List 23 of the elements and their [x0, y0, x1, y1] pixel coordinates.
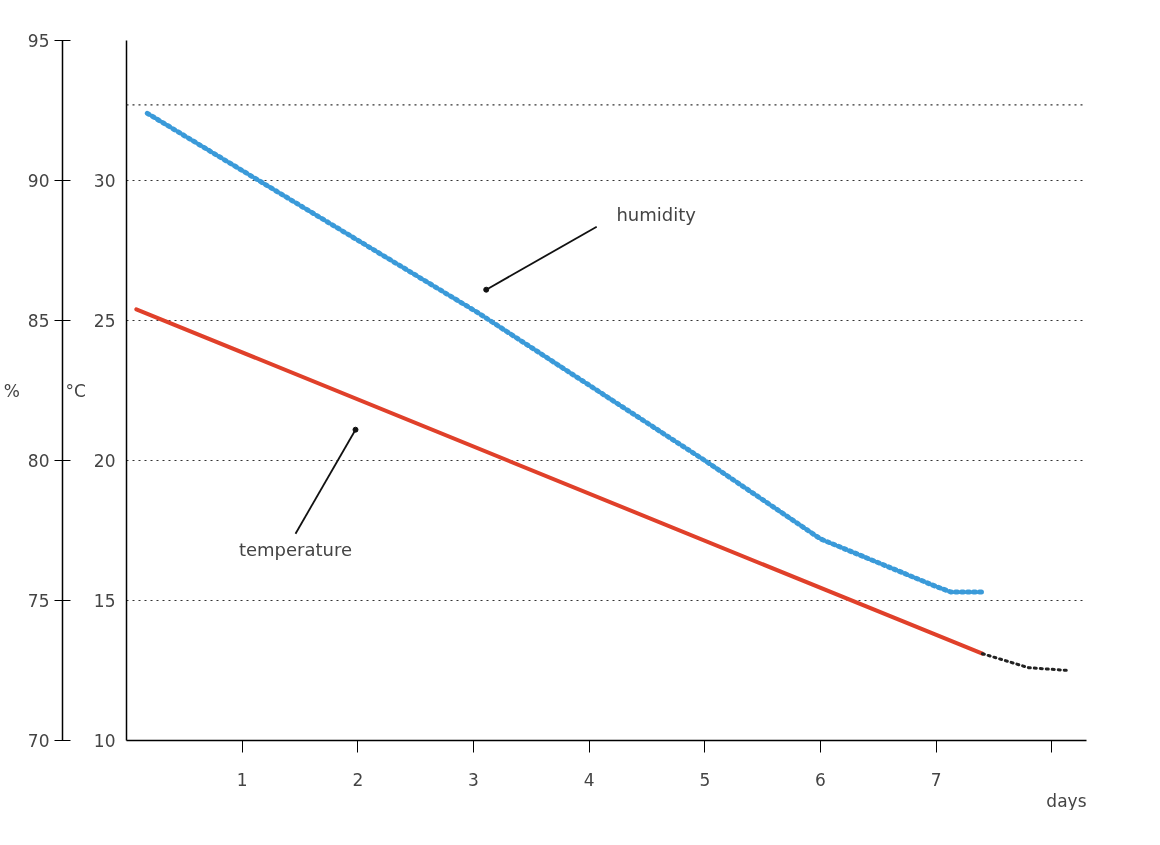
x-tick-label: 3 — [468, 769, 479, 790]
y-axis-title: % — [3, 380, 20, 401]
x-tick-label: 5 — [699, 769, 711, 790]
y2-tick-label: 20 — [93, 451, 116, 471]
y2-axis-title: °C — [65, 380, 86, 401]
y2-tick-label: 25 — [93, 311, 116, 331]
x-axis-title: days — [1046, 790, 1087, 811]
annotation: humidity — [616, 204, 697, 226]
x-tick-label: 1 — [236, 769, 248, 790]
y2-tick-label: 10 — [93, 731, 116, 751]
annotation: temperature — [238, 539, 353, 561]
x-tick-label: 2 — [352, 769, 364, 790]
y-tick-label: 90 — [27, 171, 50, 191]
y-tick-label: 95 — [27, 31, 50, 51]
y-tick-label: 85 — [27, 311, 50, 331]
y-tick-label: 75 — [27, 591, 50, 611]
y-tick-label: 70 — [27, 731, 50, 751]
x-tick-label: 7 — [930, 769, 942, 790]
x-tick-label: 4 — [583, 769, 595, 790]
y2-tick-label: 15 — [93, 591, 116, 611]
y2-tick-label: 30 — [93, 171, 116, 191]
y-tick-label: 80 — [27, 451, 50, 471]
x-tick-label: 6 — [815, 769, 826, 790]
